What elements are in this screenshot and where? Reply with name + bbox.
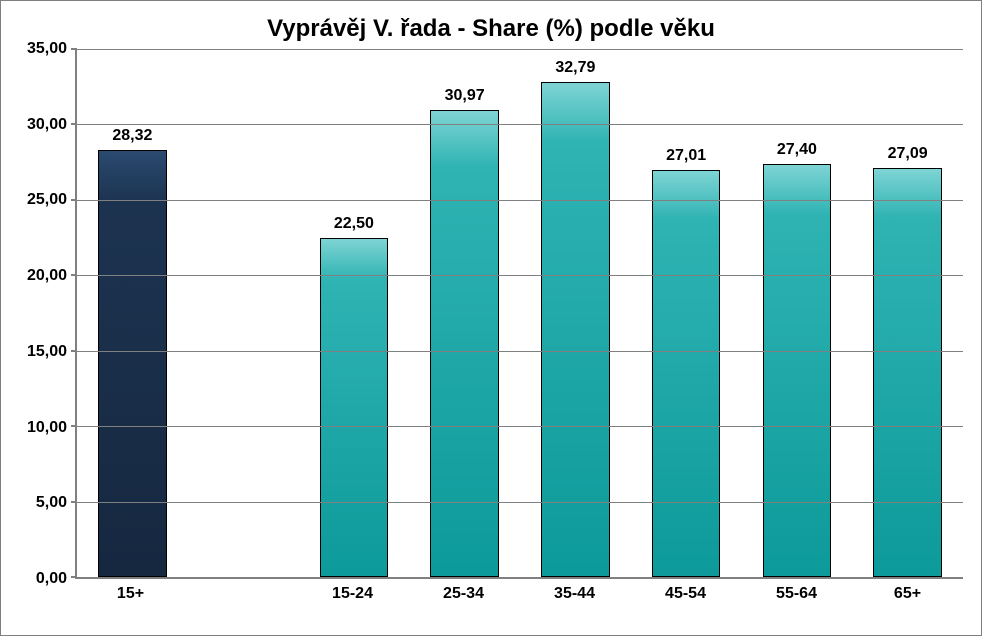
x-label: 25-34 (443, 585, 484, 603)
bar-value-label: 32,79 (515, 59, 635, 77)
y-axis: 0,005,0010,0015,0020,0025,0030,0035,00 (15, 49, 71, 579)
bar-value-label: 27,01 (626, 147, 746, 165)
x-label: 45-54 (665, 585, 706, 603)
x-label: 15+ (117, 585, 144, 603)
y-tick-mark (71, 48, 77, 50)
x-label: 35-44 (554, 585, 595, 603)
bar-value-label: 28,32 (72, 127, 192, 145)
bar-55-64: 27,40 (763, 164, 832, 577)
y-tick-label: 10,00 (27, 419, 67, 437)
x-label: 55-64 (776, 585, 817, 603)
gridline (77, 275, 963, 276)
y-tick-mark (71, 576, 77, 578)
plot-area: 28,3222,5030,9732,7927,0127,4027,09 (75, 49, 963, 579)
x-label: 65+ (894, 585, 921, 603)
plot-wrap: 0,005,0010,0015,0020,0025,0030,0035,00 2… (75, 49, 963, 609)
bar-15plus: 28,32 (98, 150, 167, 577)
gridline (77, 124, 963, 125)
y-tick-mark (71, 199, 77, 201)
gridline (77, 200, 963, 201)
bars-layer: 28,3222,5030,9732,7927,0127,4027,09 (77, 49, 963, 577)
bar-value-label: 30,97 (405, 87, 525, 105)
y-tick-label: 15,00 (27, 343, 67, 361)
x-label: 15-24 (332, 585, 373, 603)
y-tick-mark (71, 425, 77, 427)
chart-container: Vyprávěj V. řada - Share (%) podle věku … (0, 0, 982, 636)
bar-value-label: 27,40 (737, 141, 857, 159)
chart-title: Vyprávěj V. řada - Share (%) podle věku (15, 15, 967, 43)
bar-25-34: 30,97 (430, 110, 499, 577)
gridline (77, 49, 963, 50)
y-tick-mark (71, 123, 77, 125)
y-tick-mark (71, 274, 77, 276)
y-tick-mark (71, 350, 77, 352)
bar-35-44: 32,79 (541, 82, 610, 577)
bar-value-label: 22,50 (294, 215, 414, 233)
gridline (77, 426, 963, 427)
y-tick-label: 25,00 (27, 191, 67, 209)
y-tick-label: 30,00 (27, 116, 67, 134)
y-tick-label: 20,00 (27, 267, 67, 285)
y-tick-label: 0,00 (36, 570, 67, 588)
bar-65plus: 27,09 (873, 168, 942, 577)
bar-45-54: 27,01 (652, 170, 721, 577)
bar-value-label: 27,09 (848, 145, 968, 163)
y-tick-mark (71, 501, 77, 503)
y-tick-label: 5,00 (36, 494, 67, 512)
gridline (77, 502, 963, 503)
gridline (77, 351, 963, 352)
x-axis: 15+ 15-24 25-34 35-44 45-54 55-64 65+ (75, 579, 963, 609)
y-tick-label: 35,00 (27, 40, 67, 58)
bar-15-24: 22,50 (320, 238, 389, 577)
